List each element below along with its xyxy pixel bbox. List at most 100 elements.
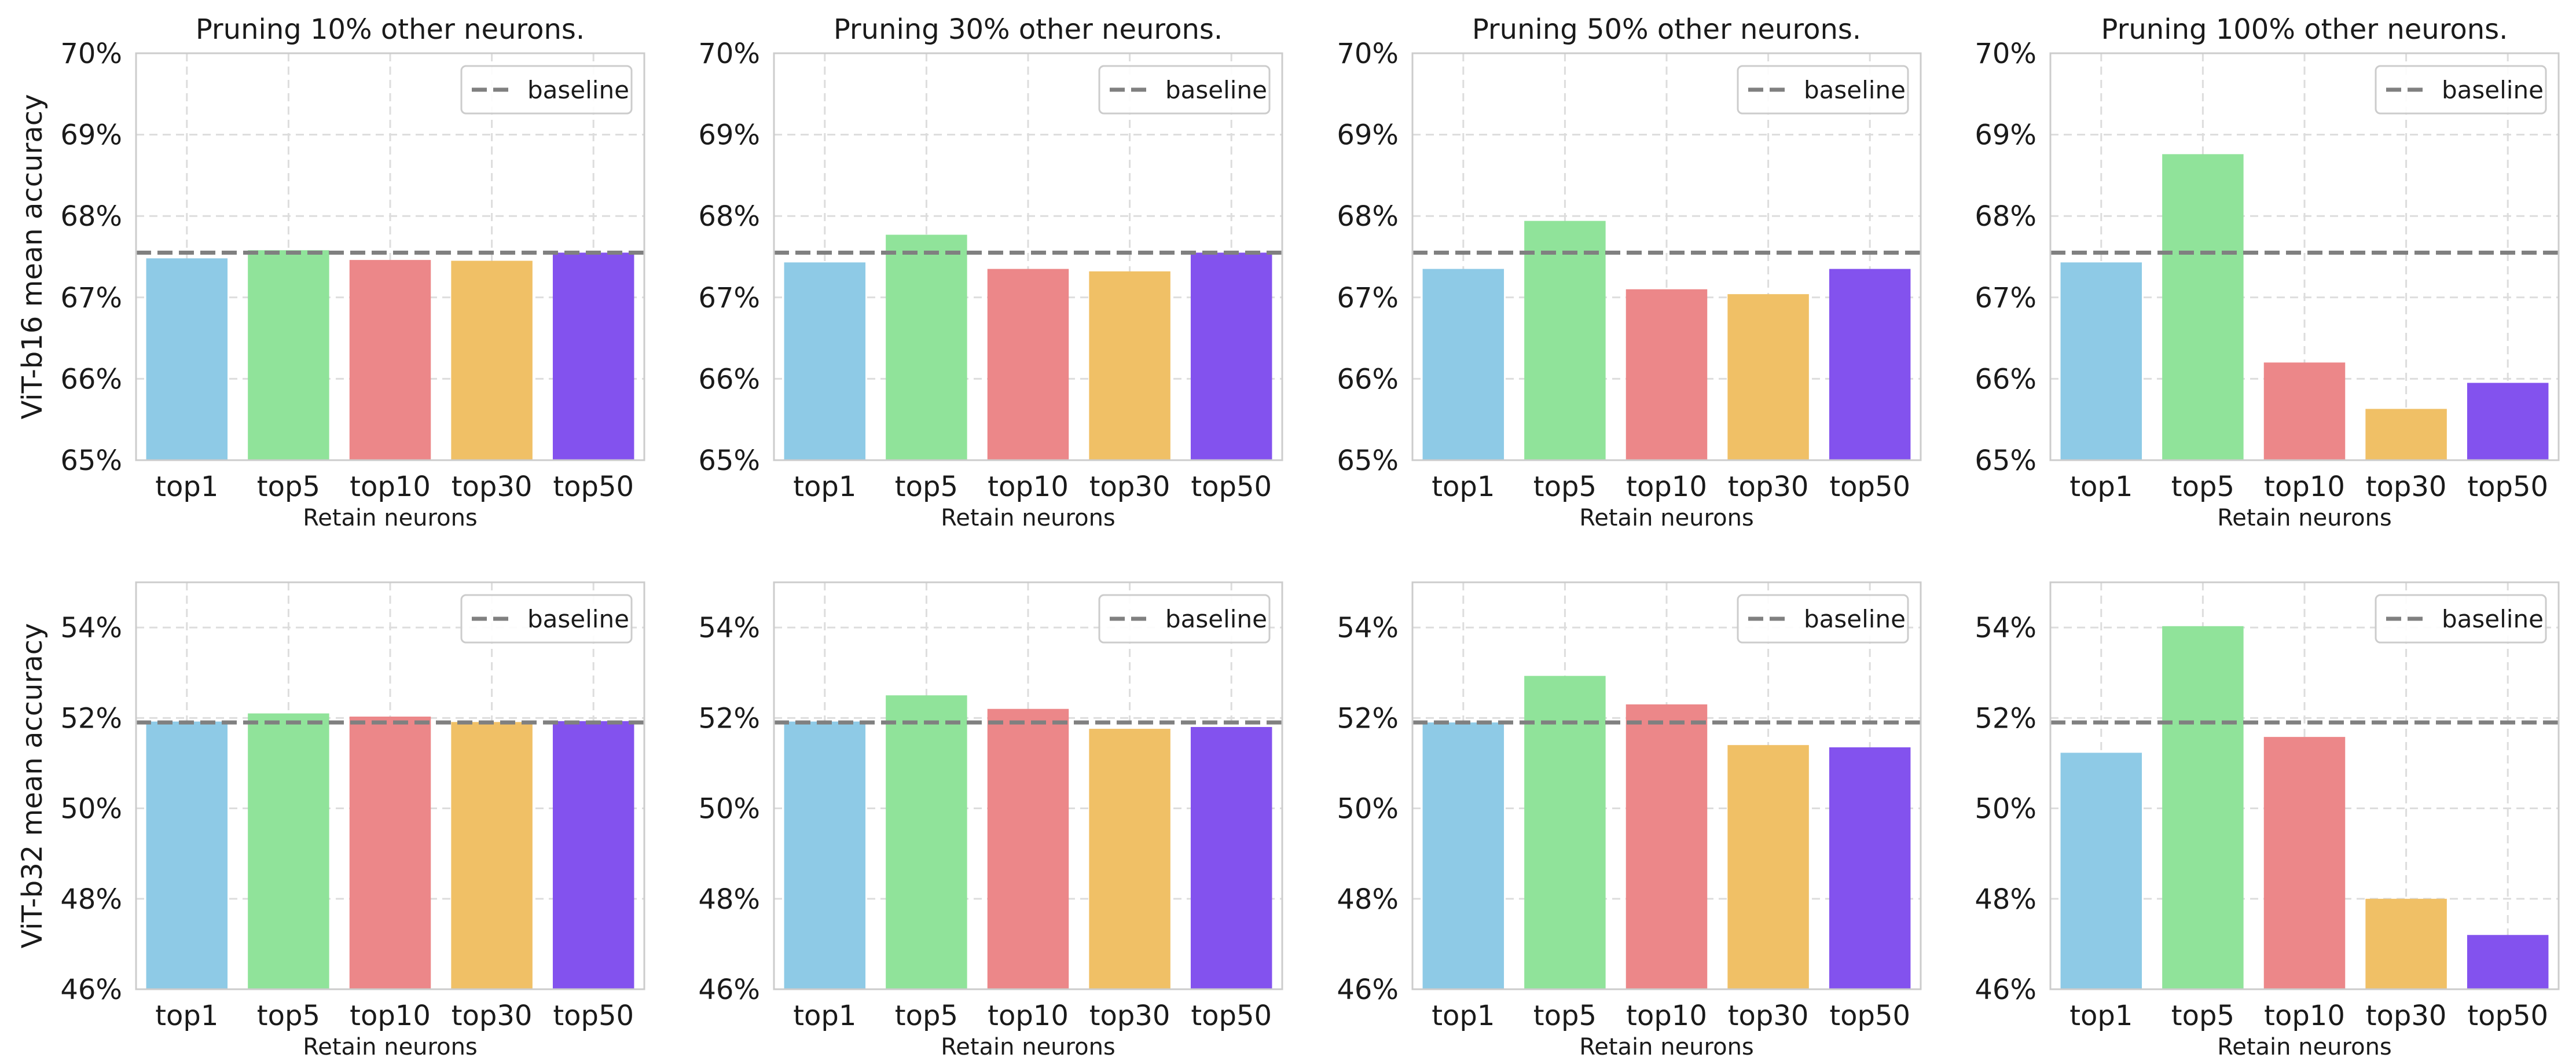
bar-top50 — [1190, 252, 1272, 460]
y-tick-label: 68% — [60, 200, 122, 233]
y-tick-label: 48% — [698, 883, 760, 916]
x-tick-label: top10 — [1626, 1000, 1707, 1032]
x-tick-label: top30 — [2366, 1000, 2447, 1032]
y-axis-label: ViT-b16 mean accuracy — [16, 94, 49, 419]
y-tick-label: 46% — [60, 974, 122, 1006]
y-tick-label: 68% — [1337, 200, 1399, 233]
x-axis-label: Retain neurons — [1579, 1034, 1754, 1060]
x-tick-label: top10 — [2264, 471, 2345, 503]
legend: baseline — [460, 594, 633, 644]
plot-frame — [773, 52, 1283, 461]
y-tick-label: 52% — [60, 702, 122, 735]
bar-top30 — [1727, 745, 1809, 989]
subplot-title: Pruning 100% other neurons. — [2101, 13, 2508, 46]
subplot-title: Pruning 10% other neurons. — [196, 13, 585, 46]
bar-top50 — [2467, 935, 2549, 989]
y-tick-label: 52% — [698, 702, 760, 735]
bar-top1 — [146, 258, 228, 460]
bar-top5 — [886, 234, 967, 460]
y-tick-label: 67% — [1975, 282, 2036, 314]
plot-frame — [135, 52, 645, 461]
y-tick-label: 46% — [1337, 974, 1399, 1006]
y-tick-label: 70% — [1975, 38, 2036, 70]
x-tick-label: top50 — [553, 471, 634, 503]
x-tick-label: top1 — [793, 471, 856, 503]
x-tick-label: top50 — [1829, 471, 1910, 503]
plot-frame — [2049, 581, 2560, 990]
y-tick-label: 50% — [60, 793, 122, 825]
y-tick-label: 69% — [1337, 119, 1399, 152]
bar-top50 — [1829, 269, 1911, 460]
x-tick-label: top10 — [350, 471, 431, 503]
legend-label: baseline — [1165, 605, 1267, 633]
plot-frame — [1411, 52, 1922, 461]
x-tick-label: top5 — [1533, 1000, 1597, 1032]
bar-top50 — [1829, 747, 1911, 989]
legend-label: baseline — [1804, 605, 1906, 633]
bar-top5 — [1524, 221, 1606, 460]
bar-top5 — [2162, 626, 2244, 989]
subplot-5: 46% 48% 50% 52% 54% top1 top5 top10 top30 top50 Re… — [16, 581, 645, 1060]
x-tick-label: top10 — [988, 471, 1069, 503]
x-tick-label: top30 — [452, 471, 533, 503]
y-tick-label: 54% — [60, 612, 122, 644]
x-tick-label: top5 — [2171, 471, 2234, 503]
y-tick-label: 66% — [1337, 363, 1399, 395]
subplot-3: 65% 66% 67% 68% 69% 70% top1 top5 top10 top30 top5… — [1337, 13, 1922, 531]
x-tick-label: top30 — [1089, 471, 1170, 503]
y-tick-label: 67% — [698, 282, 760, 314]
legend-box — [1737, 65, 1909, 115]
legend-label: baseline — [1165, 76, 1267, 104]
x-tick-label: top1 — [793, 1000, 856, 1032]
legend-label: baseline — [1804, 76, 1906, 104]
x-tick-label: top50 — [2467, 1000, 2548, 1032]
x-tick-label: top1 — [2069, 471, 2133, 503]
y-tick-label: 69% — [698, 119, 760, 152]
bar-top10 — [349, 260, 431, 460]
y-tick-label: 67% — [60, 282, 122, 314]
bar-top1 — [2060, 262, 2142, 460]
bar-top10 — [2263, 737, 2346, 989]
bar-top5 — [248, 250, 329, 460]
subplot-title: Pruning 50% other neurons. — [1472, 13, 1861, 46]
x-tick-label: top10 — [350, 1000, 431, 1032]
y-tick-label: 65% — [60, 445, 122, 477]
subplot-1: 65% 66% 67% 68% 69% 70% top1 top5 top10 top30 top5… — [16, 13, 645, 531]
y-tick-label: 65% — [1337, 445, 1399, 477]
bar-top5 — [1524, 675, 1606, 989]
bar-top1 — [784, 262, 866, 460]
y-tick-label: 54% — [698, 612, 760, 644]
x-axis-label: Retain neurons — [303, 1034, 478, 1060]
x-tick-label: top5 — [895, 471, 958, 503]
y-tick-label: 69% — [60, 119, 122, 152]
bar-top10 — [349, 716, 431, 989]
legend: baseline — [1098, 594, 1271, 644]
x-tick-label: top1 — [1432, 1000, 1495, 1032]
bar-top1 — [1422, 722, 1504, 989]
x-tick-label: top10 — [988, 1000, 1069, 1032]
legend-label: baseline — [527, 605, 629, 633]
y-tick-label: 65% — [1975, 445, 2036, 477]
x-tick-label: top1 — [1432, 471, 1495, 503]
x-axis-label: Retain neurons — [303, 505, 478, 531]
legend-box — [1098, 594, 1271, 644]
y-tick-label: 70% — [60, 38, 122, 70]
bar-top10 — [987, 708, 1069, 989]
bar-top10 — [987, 269, 1069, 460]
x-tick-label: top5 — [2171, 1000, 2234, 1032]
y-tick-label: 68% — [698, 200, 760, 233]
legend: baseline — [460, 65, 633, 115]
bar-top10 — [1625, 289, 1708, 460]
x-tick-label: top1 — [155, 471, 218, 503]
legend: baseline — [1098, 65, 1271, 115]
y-tick-label: 50% — [1975, 793, 2036, 825]
bar-top1 — [2060, 752, 2142, 989]
y-tick-label: 70% — [1337, 38, 1399, 70]
plot-frame — [1411, 581, 1922, 990]
x-tick-label: top50 — [1191, 471, 1272, 503]
subplot-title: Pruning 30% other neurons. — [834, 13, 1223, 46]
legend-box — [2375, 594, 2547, 644]
bar-top5 — [886, 695, 967, 989]
bar-top50 — [2467, 383, 2549, 460]
